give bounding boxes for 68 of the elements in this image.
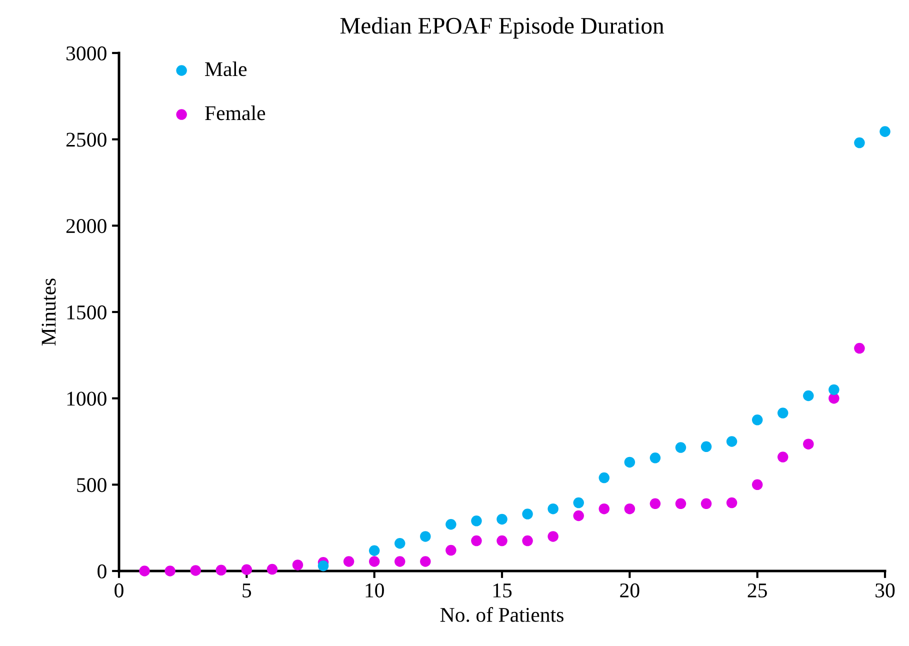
- point: [522, 508, 533, 520]
- x-tick-label: 20: [620, 583, 640, 598]
- point: [880, 126, 890, 137]
- point: [650, 452, 661, 464]
- x-tick-label: 15: [493, 584, 512, 598]
- point: [241, 564, 252, 575]
- y-tick-label: 2000: [66, 219, 106, 234]
- point: [854, 137, 865, 148]
- point: [777, 408, 788, 418]
- x-tick-label: 0: [114, 583, 124, 598]
- point: [446, 544, 456, 556]
- point: [522, 535, 533, 546]
- point: [496, 514, 508, 525]
- point: [190, 565, 201, 576]
- point: [446, 519, 456, 530]
- point: [650, 498, 661, 510]
- point: [828, 384, 840, 396]
- point: [777, 452, 788, 462]
- x-tick-label: 30: [876, 583, 895, 598]
- legend-label: Male: [205, 62, 247, 76]
- y-axis-title: Minutes: [42, 278, 56, 346]
- chart-title: Median EPOAF Episode Duration: [340, 17, 664, 39]
- y-tick-label: 1000: [67, 392, 106, 406]
- x-tick-label: 25: [748, 583, 767, 598]
- point: [164, 566, 176, 576]
- x-tick-label: 5: [242, 584, 252, 598]
- point: [598, 503, 610, 514]
- point: [675, 498, 686, 510]
- point: [343, 556, 354, 567]
- point: [368, 545, 380, 556]
- point: [752, 414, 763, 426]
- y-tick-label: 2500: [66, 132, 106, 147]
- point: [854, 342, 865, 354]
- point: [752, 479, 763, 490]
- point: [496, 535, 508, 546]
- point: [216, 564, 227, 576]
- point: [420, 556, 431, 567]
- point: [573, 510, 584, 522]
- point: [700, 441, 712, 452]
- point: [803, 438, 814, 450]
- x-tick-label: 10: [366, 583, 384, 598]
- point: [803, 390, 814, 402]
- point: [471, 516, 482, 526]
- point: [420, 531, 431, 542]
- x-axis-title: No. of Patients: [440, 607, 564, 622]
- point: [266, 564, 278, 575]
- point: [548, 503, 558, 514]
- y-tick-label: 3000: [66, 46, 106, 60]
- point: [368, 556, 380, 567]
- point: [573, 497, 584, 508]
- point: [471, 535, 482, 546]
- point: [726, 436, 738, 447]
- point: [624, 456, 636, 468]
- y-tick-label: 500: [77, 478, 106, 492]
- y-tick-label: 1500: [67, 305, 106, 320]
- point: [318, 560, 329, 572]
- legend-label: Female: [205, 106, 266, 120]
- point: [548, 531, 558, 542]
- point: [292, 560, 304, 570]
- point: [624, 503, 636, 514]
- point: [675, 442, 686, 453]
- y-tick-label: 0: [98, 564, 106, 578]
- point: [394, 556, 406, 567]
- point: [598, 472, 610, 484]
- point: [700, 498, 712, 510]
- point: [726, 497, 738, 508]
- point: [394, 538, 406, 549]
- point: [139, 566, 150, 576]
